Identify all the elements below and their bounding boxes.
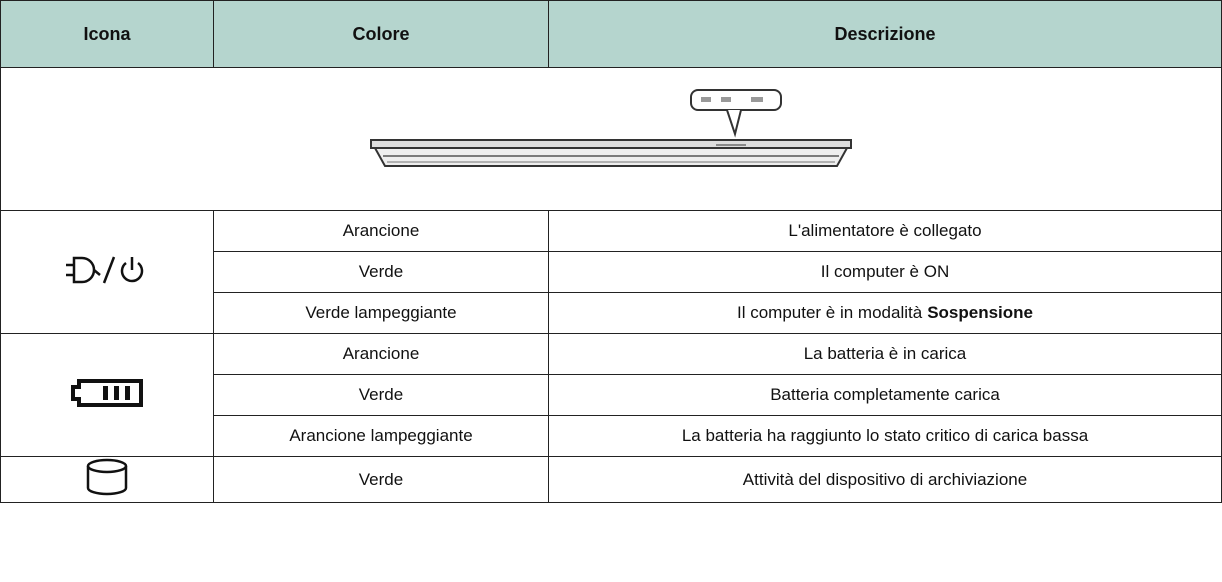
color-cell: Arancione lampeggiante <box>213 415 549 457</box>
led-table: Icona Colore Descrizione <box>0 0 1222 503</box>
row: Arancione L'alimentatore è collegato <box>0 210 1222 334</box>
row: Verde lampeggiante Il computer è in modal… <box>1 292 1222 334</box>
row: Verde Batteria completamente carica <box>1 374 1222 416</box>
color-cell: Arancione <box>213 210 549 252</box>
description-cell: Il computer è ON <box>548 251 1222 293</box>
description-cell: Batteria completamente carica <box>548 374 1222 416</box>
image-cell <box>0 67 1222 211</box>
header-cell: Colore <box>213 0 549 68</box>
description-text: Sospensione <box>927 303 1033 322</box>
color-cell: Verde <box>213 251 549 293</box>
row: Verde Attività del dispositivo di archivi… <box>0 456 1222 503</box>
row: Arancione lampeggiante La batteria ha rag… <box>1 415 1222 457</box>
description-text: L'alimentatore è collegato <box>788 221 982 240</box>
icon-cell <box>0 456 214 503</box>
description-cell: L'alimentatore è collegato <box>548 210 1222 252</box>
laptop-illustration <box>370 88 852 167</box>
description-cell: La batteria è in carica <box>548 333 1222 375</box>
description-cell: La batteria ha raggiunto lo stato critic… <box>548 415 1222 457</box>
header-row: Icona Colore Descrizione <box>0 0 1222 68</box>
description-text: La batteria ha raggiunto lo stato critic… <box>681 426 1089 445</box>
icon-power <box>1 253 213 292</box>
color-cell: Verde lampeggiante <box>213 292 549 334</box>
color-cell: Verde <box>213 374 549 416</box>
icon-battery <box>1 376 213 415</box>
row: Arancione La batteria è in carica <box>0 333 1222 457</box>
header-cell: Icona <box>0 0 214 68</box>
icon-cell <box>0 333 214 457</box>
description-text: Batteria completamente carica <box>770 385 1000 404</box>
color-cell: Verde <box>213 456 549 503</box>
image-row <box>0 67 1222 211</box>
description-text: Il computer è in modalità <box>736 303 923 322</box>
header-cell: Descrizione <box>548 0 1222 68</box>
description-cell: Il computer è in modalità Sospensione <box>548 292 1222 334</box>
icon-storage <box>1 457 213 502</box>
color-cell: Arancione <box>213 333 549 375</box>
description-cell: Attività del dispositivo di archiviazion… <box>548 456 1222 503</box>
row: Verde Il computer è ON <box>1 251 1222 293</box>
description-text: La batteria è in carica <box>803 344 967 363</box>
description-text: Il computer è ON <box>820 262 950 281</box>
icon-cell <box>0 210 214 334</box>
description-text: Attività del dispositivo di archiviazion… <box>742 469 1028 489</box>
